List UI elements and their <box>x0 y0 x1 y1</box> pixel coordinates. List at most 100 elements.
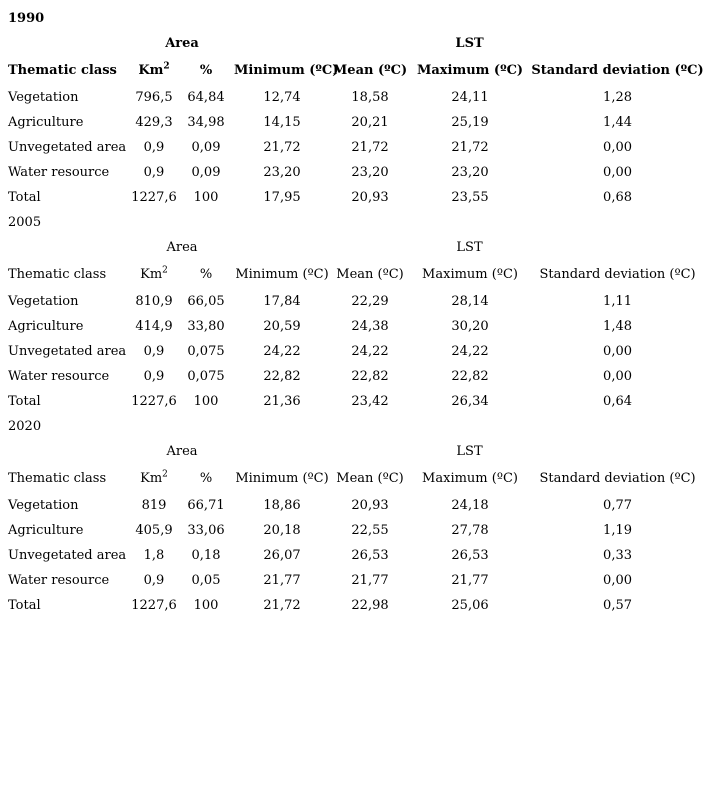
km-superscript: 2 <box>162 265 168 276</box>
table-row: Vegetation 810,9 66,05 17,84 22,29 28,14 1,11 <box>0 289 705 314</box>
value-cell: 0,9 <box>143 344 165 359</box>
group-header-row: Area LST <box>0 439 705 464</box>
col-header-std-deviation: Standard deviation (ºC) <box>531 63 704 78</box>
value-cell: 26,07 <box>263 548 301 563</box>
value-cell: 0,09 <box>191 140 221 155</box>
value-cell: 24,22 <box>451 344 489 359</box>
value-cell: 810,9 <box>135 294 173 309</box>
thematic-class-cell: Vegetation <box>8 498 79 513</box>
col-header-maximum: Maximum (ºC) <box>422 267 518 282</box>
value-cell: 25,06 <box>451 598 489 613</box>
value-cell: 22,55 <box>351 523 389 538</box>
table-row: Vegetation 819 66,71 18,86 20,93 24,18 0,77 <box>0 493 705 518</box>
value-cell: 24,38 <box>351 319 389 334</box>
value-cell: 796,5 <box>135 90 173 105</box>
value-cell: 20,93 <box>351 190 389 205</box>
value-cell: 66,71 <box>187 498 225 513</box>
col-header-minimum: Minimum (ºC) <box>234 63 339 78</box>
value-cell: 0,09 <box>191 165 221 180</box>
col-header-mean: Mean (ºC) <box>336 471 404 486</box>
value-cell: 33,06 <box>187 523 225 538</box>
value-cell: 23,20 <box>451 165 489 180</box>
value-cell: 22,82 <box>263 369 301 384</box>
km-unit: Km <box>138 63 164 78</box>
value-cell: 0,00 <box>603 140 632 155</box>
thematic-class-cell: Agriculture <box>8 115 84 130</box>
value-cell: 23,42 <box>351 394 389 409</box>
col-header-thematic-class: Thematic class <box>8 471 107 486</box>
value-cell: 0,05 <box>191 573 221 588</box>
col-header-percent: % <box>199 63 213 78</box>
group-header-lst: LST <box>456 240 483 255</box>
value-cell: 26,53 <box>351 548 389 563</box>
value-cell: 24,22 <box>263 344 301 359</box>
value-cell: 0,9 <box>143 573 165 588</box>
value-cell: 0,64 <box>603 394 632 409</box>
value-cell: 0,77 <box>603 498 632 513</box>
lst-area-table-2005: Area LST Thematic class Km2 % Minimum (º… <box>0 235 705 414</box>
table-section-1990: 1990 Area LST Thematic class Km2 % Minim… <box>0 6 705 210</box>
km-superscript: 2 <box>162 469 168 480</box>
value-cell: 0,57 <box>603 598 632 613</box>
value-cell: 1,48 <box>603 319 632 334</box>
value-cell: 24,18 <box>451 498 489 513</box>
value-cell: 0,9 <box>143 165 165 180</box>
value-cell: 12,74 <box>263 90 301 105</box>
table-section-2020: 2020 Area LST Thematic class Km2 % Minim… <box>0 414 705 618</box>
km-unit: Km <box>140 267 163 282</box>
col-header-percent: % <box>199 471 213 486</box>
col-header-std-deviation: Standard deviation (ºC) <box>539 267 696 282</box>
thematic-class-cell: Water resource <box>8 369 110 384</box>
col-header-mean: Mean (ºC) <box>332 63 408 78</box>
value-cell: 26,34 <box>451 394 489 409</box>
value-cell: 100 <box>193 190 219 205</box>
value-cell: 0,075 <box>187 344 225 359</box>
value-cell: 24,11 <box>451 90 489 105</box>
year-label-2005: 2005 <box>8 215 42 230</box>
value-cell: 405,9 <box>135 523 173 538</box>
value-cell: 20,21 <box>351 115 389 130</box>
thematic-class-cell: Unvegetated area <box>8 344 127 359</box>
col-header-mean: Mean (ºC) <box>336 267 404 282</box>
lst-area-table-1990: Area LST Thematic class Km2 % Minimum (º… <box>0 31 705 210</box>
value-cell: 24,22 <box>351 344 389 359</box>
year-label-2020: 2020 <box>8 419 42 434</box>
col-header-minimum: Minimum (ºC) <box>235 471 329 486</box>
value-cell: 21,72 <box>451 140 489 155</box>
value-cell: 14,15 <box>263 115 301 130</box>
table-row: Total 1227,6 100 21,36 23,42 26,34 0,64 <box>0 389 705 414</box>
table-row: Unvegetated area 0,9 0,075 24,22 24,22 24,22 0… <box>0 339 705 364</box>
value-cell: 0,9 <box>143 369 165 384</box>
group-header-area: Area <box>165 36 199 51</box>
value-cell: 21,72 <box>263 598 301 613</box>
table-row: Vegetation 796,5 64,84 12,74 18,58 24,11 1,28 <box>0 85 705 110</box>
col-header-km2: Km2 <box>130 56 178 85</box>
value-cell: 25,19 <box>451 115 489 130</box>
value-cell: 23,20 <box>351 165 389 180</box>
column-header-row: Thematic class Km2 % Minimum (ºC) Mean (… <box>0 464 705 493</box>
group-header-row: Area LST <box>0 31 705 56</box>
year-label-1990: 1990 <box>8 11 45 26</box>
value-cell: 1,44 <box>603 115 632 130</box>
value-cell: 22,98 <box>351 598 389 613</box>
group-header-area: Area <box>166 240 198 255</box>
lst-area-table-2020: Area LST Thematic class Km2 % Minimum (º… <box>0 439 705 618</box>
value-cell: 21,72 <box>263 140 301 155</box>
table-row: Unvegetated area 1,8 0,18 26,07 26,53 26,53 0,… <box>0 543 705 568</box>
value-cell: 22,82 <box>351 369 389 384</box>
value-cell: 0,18 <box>191 548 221 563</box>
table-row: Total 1227,6 100 17,95 20,93 23,55 0,68 <box>0 185 705 210</box>
value-cell: 1,11 <box>603 294 632 309</box>
value-cell: 26,53 <box>451 548 489 563</box>
thematic-class-cell: Total <box>8 598 41 613</box>
value-cell: 0,00 <box>603 573 632 588</box>
value-cell: 20,93 <box>351 498 389 513</box>
value-cell: 100 <box>193 598 219 613</box>
value-cell: 27,78 <box>451 523 489 538</box>
table-row: Total 1227,6 100 21,72 22,98 25,06 0,57 <box>0 593 705 618</box>
value-cell: 28,14 <box>451 294 489 309</box>
table-section-2005: 2005 Area LST Thematic class Km2 % Minim… <box>0 210 705 414</box>
thematic-class-cell: Vegetation <box>8 90 79 105</box>
col-header-km2: Km2 <box>130 260 178 289</box>
value-cell: 20,18 <box>263 523 301 538</box>
